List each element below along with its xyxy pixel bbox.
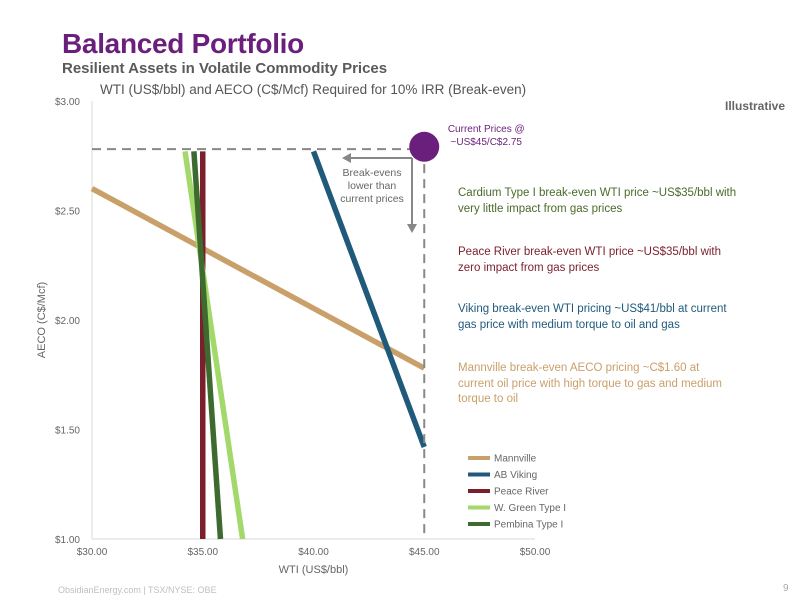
breakevens-label-1: Break-evens xyxy=(343,167,402,179)
series-line-ab-viking xyxy=(310,150,427,448)
current-price-label: Current Prices @ xyxy=(448,124,525,135)
note-cardium: Cardium Type I break-even WTI price ~US$… xyxy=(458,187,737,215)
series-line-pembina-type-i xyxy=(191,151,224,540)
series-line-mannville xyxy=(90,186,426,371)
current-price-marker xyxy=(409,131,440,162)
x-tick-label: $40.00 xyxy=(298,547,329,558)
page-subtitle: Resilient Assets in Volatile Commodity P… xyxy=(62,60,388,77)
y-tick-label: $2.00 xyxy=(55,316,80,327)
y-axis-label: AECO (C$/Mcf) xyxy=(36,282,48,358)
series-line-w-green-type-i xyxy=(182,150,246,540)
y-tick-label: $2.50 xyxy=(55,207,80,218)
breakevens-label-2: lower than xyxy=(348,180,397,192)
legend-label-mannville: Mannville xyxy=(494,454,537,465)
current-price-value: ~US$45/C$2.75 xyxy=(451,137,523,148)
legend-label-peace-river: Peace River xyxy=(494,487,549,498)
x-tick-label: $50.00 xyxy=(520,547,551,558)
y-tick-label: $1.00 xyxy=(55,535,80,546)
chart-title: WTI (US$/bbl) and AECO (C$/Mcf) Required… xyxy=(100,82,527,97)
x-tick-label: $30.00 xyxy=(77,547,108,558)
note-viking: Viking break-even WTI pricing ~US$41/bbl… xyxy=(458,303,727,331)
footer-text: ObsidianEnergy.com | TSX/NYSE: OBE xyxy=(58,585,217,595)
x-tick-label: $45.00 xyxy=(409,547,440,558)
y-tick-label: $3.00 xyxy=(55,97,80,108)
y-tick-label: $1.50 xyxy=(55,426,80,437)
plot-area xyxy=(92,101,535,539)
x-tick-label: $35.00 xyxy=(187,547,218,558)
breakevens-label-3: current prices xyxy=(340,193,404,205)
illustrative-label: Illustrative xyxy=(725,99,786,113)
legend-label-pembina-type-i: Pembina Type I xyxy=(494,520,563,531)
legend-label-w-green-type-i: W. Green Type I xyxy=(494,503,566,514)
note-mannville: Mannville break-even AECO pricing ~C$1.6… xyxy=(458,362,723,405)
page-title: Balanced Portfolio xyxy=(62,28,304,59)
arrow-left-head xyxy=(342,153,351,163)
legend-label-ab-viking: AB Viking xyxy=(494,470,537,481)
note-peace-river: Peace River break-even WTI price ~US$35/… xyxy=(458,246,722,274)
arrow-down-head xyxy=(407,224,417,233)
page-number: 9 xyxy=(783,583,789,594)
x-axis-label: WTI (US$/bbl) xyxy=(279,564,349,576)
